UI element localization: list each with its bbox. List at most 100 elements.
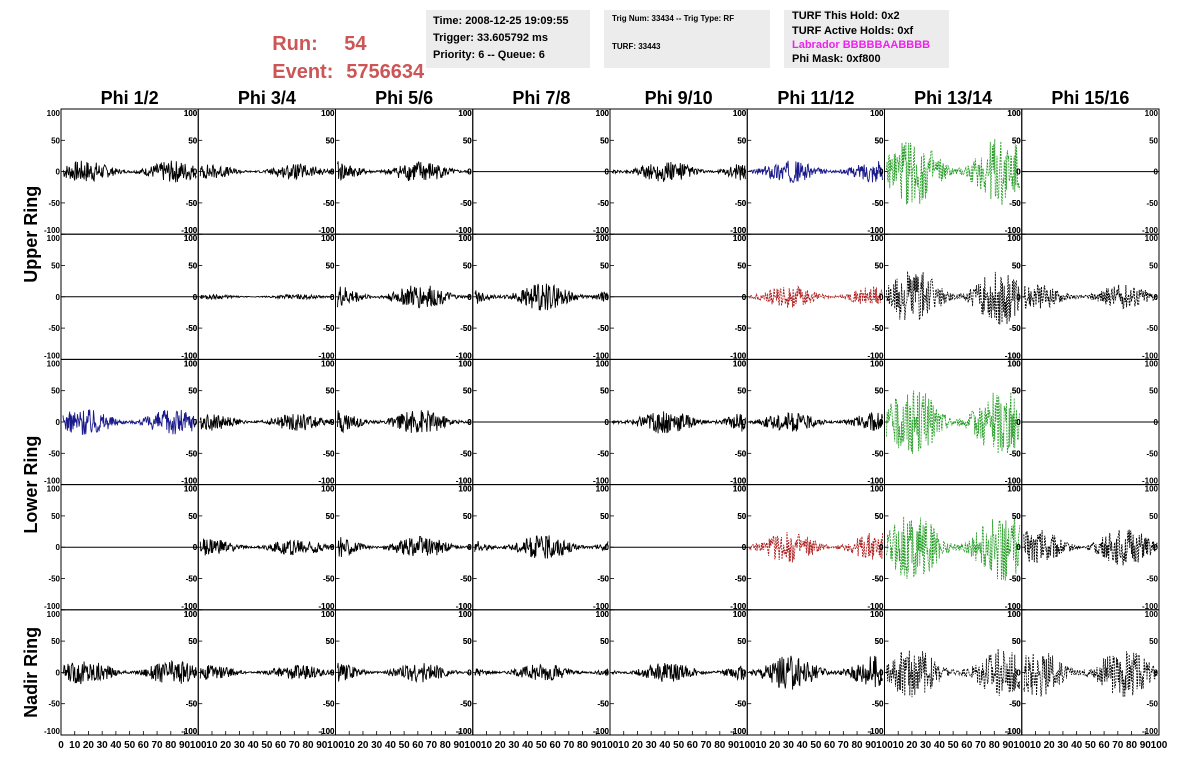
y-tick-label: 50 (326, 262, 335, 271)
waveform-series (199, 664, 334, 680)
y-tick-label: 50 (875, 136, 884, 145)
y-tick-label: 100 (321, 109, 335, 118)
y-tick-label: 0 (605, 418, 610, 427)
y-tick-label: -50 (460, 700, 472, 709)
y-tick-label: -50 (186, 324, 198, 333)
y-tick-label: -100 (593, 226, 610, 235)
y-tick-label: -100 (867, 602, 884, 611)
waveform-series (1023, 651, 1158, 698)
y-tick-label: -100 (593, 351, 610, 360)
y-tick-label: 0 (193, 668, 198, 677)
y-tick-label: -100 (730, 477, 747, 486)
y-tick-label: 100 (321, 359, 335, 368)
waveform-series (62, 160, 197, 183)
y-tick-label: 50 (326, 136, 335, 145)
waveform-series (337, 535, 472, 558)
waveform-series (748, 532, 883, 563)
y-tick-label: 50 (463, 262, 472, 271)
x-tick-label: 70 (426, 740, 438, 751)
y-tick-label: 100 (733, 109, 747, 118)
y-tick-label: 0 (193, 293, 198, 302)
y-tick-label: -50 (48, 575, 60, 584)
x-tick-label: 70 (975, 740, 987, 751)
y-tick-label: 50 (1149, 387, 1158, 396)
y-tick-label: 50 (875, 512, 884, 521)
y-tick-label: 0 (742, 668, 747, 677)
y-tick-label: 50 (1012, 387, 1021, 396)
y-tick-label: -100 (593, 477, 610, 486)
x-tick-label: 100 (739, 740, 756, 751)
y-tick-label: -50 (735, 324, 747, 333)
y-tick-label: -100 (593, 351, 610, 360)
y-tick-label: 0 (605, 543, 610, 552)
y-tick-label: -100 (318, 477, 335, 486)
column-title: Phi 5/6 (375, 88, 433, 108)
y-tick-label: -50 (186, 324, 198, 333)
column-title: Phi 9/10 (645, 88, 713, 108)
y-tick-label: -50 (597, 199, 609, 208)
y-tick-label: 100 (458, 109, 472, 118)
y-tick-label: -100 (1142, 727, 1159, 736)
y-tick-label: 50 (1012, 512, 1021, 521)
waveform-series (474, 283, 609, 311)
x-tick-label: 20 (769, 740, 781, 751)
y-tick-label: -50 (460, 199, 472, 208)
y-tick-label: 100 (596, 485, 610, 494)
y-tick-label: -50 (186, 199, 198, 208)
x-tick-label: 10 (618, 740, 630, 751)
x-tick-label: 10 (69, 740, 81, 751)
y-tick-label: -100 (730, 226, 747, 235)
y-tick-label: 50 (600, 136, 609, 145)
waveform-series (199, 413, 334, 431)
x-tick-label: 10 (344, 740, 356, 751)
y-tick-label: -100 (318, 226, 335, 235)
x-tick-label: 60 (550, 740, 562, 751)
y-tick-label: -50 (1009, 700, 1021, 709)
y-tick-label: -100 (318, 727, 335, 736)
x-tick-label: 50 (948, 740, 960, 751)
y-tick-label: 50 (188, 512, 197, 521)
turf-info-box: TURF This Hold: 0x2 TURF Active Holds: 0… (784, 10, 949, 68)
y-tick-label: 100 (733, 610, 747, 619)
column-title: Phi 3/4 (238, 88, 296, 108)
y-tick-label: -100 (867, 351, 884, 360)
y-tick-label: 100 (184, 234, 198, 243)
x-tick-label: 40 (659, 740, 671, 751)
y-tick-label: -100 (730, 602, 747, 611)
y-tick-label: -100 (44, 477, 61, 486)
y-tick-label: 50 (1149, 637, 1158, 646)
waveform-series (1023, 284, 1158, 310)
waveform-series (886, 390, 1021, 454)
y-tick-label: 0 (742, 168, 747, 177)
x-tick-label: 60 (138, 740, 150, 751)
waveform-series (199, 538, 334, 556)
y-tick-label: 50 (1012, 136, 1021, 145)
y-tick-label: -100 (456, 477, 473, 486)
y-tick-label: -50 (735, 700, 747, 709)
x-tick-label: 30 (1057, 740, 1069, 751)
y-tick-label: -100 (730, 351, 747, 360)
turf-active-text: TURF Active Holds: 0xf (792, 25, 914, 37)
y-tick-label: -100 (456, 477, 473, 486)
y-tick-label: 50 (1149, 262, 1158, 271)
y-tick-label: 0 (742, 418, 747, 427)
y-tick-label: -100 (593, 727, 610, 736)
waveform-series (199, 293, 334, 301)
y-tick-label: -50 (735, 324, 747, 333)
y-tick-label: -50 (1009, 449, 1021, 458)
x-tick-label: 80 (851, 740, 863, 751)
x-tick-label: 20 (220, 740, 232, 751)
y-tick-label: 100 (733, 610, 747, 619)
y-tick-label: 0 (1016, 293, 1021, 302)
y-tick-label: 0 (56, 293, 61, 302)
y-tick-label: -100 (44, 226, 61, 235)
y-tick-label: 100 (184, 610, 198, 619)
time-info-box: Time: 2008-12-25 19:09:55 Trigger: 33.60… (426, 10, 590, 68)
waveform-series (474, 535, 609, 559)
y-tick-label: 50 (463, 387, 472, 396)
y-tick-label: -50 (872, 700, 884, 709)
y-tick-label: -100 (867, 727, 884, 736)
y-tick-label: -100 (730, 602, 747, 611)
column-title: Phi 7/8 (512, 88, 570, 108)
y-tick-label: 50 (463, 136, 472, 145)
